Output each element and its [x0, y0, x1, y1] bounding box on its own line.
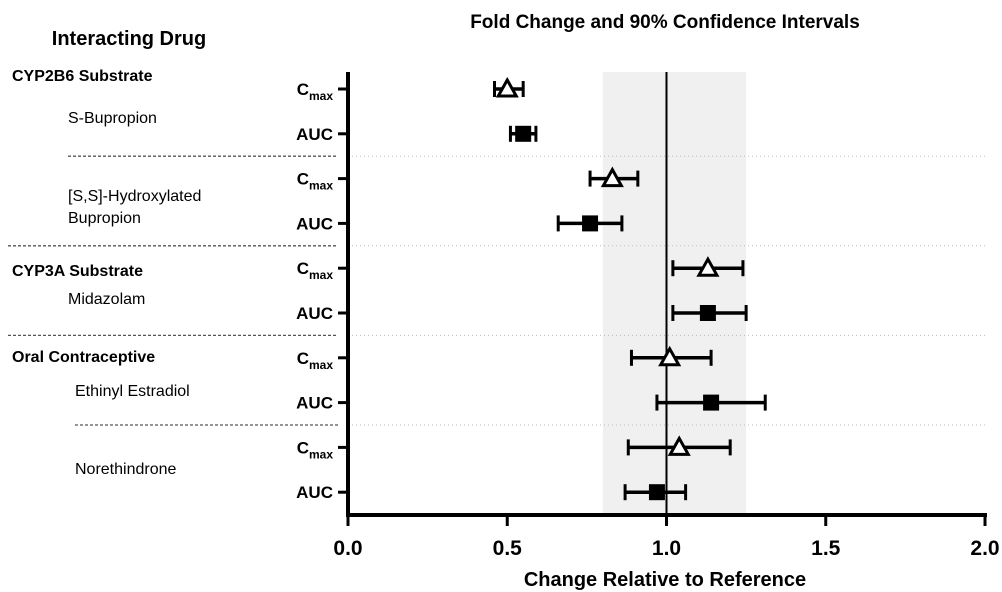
- auc-point: [703, 394, 720, 411]
- cmax-point: [495, 76, 519, 98]
- row-label: Cmax: [297, 170, 334, 193]
- row-label: Cmax: [297, 259, 334, 282]
- row-label: AUC: [296, 214, 333, 233]
- no-effect-band: [602, 72, 747, 515]
- cmax-point: [600, 166, 624, 188]
- x-tick-label: 1.0: [652, 537, 681, 560]
- x-axis-label: Change Relative to Reference: [524, 569, 806, 591]
- drug-label-ethinyl-estradiol: Ethinyl Estradiol: [75, 383, 190, 400]
- x-tick-label: 0.0: [333, 537, 362, 560]
- drug-label-midazolam: Midazolam: [68, 291, 145, 308]
- x-tick-label: 1.5: [811, 537, 841, 560]
- row-label: AUC: [296, 483, 333, 502]
- auc-point: [515, 125, 532, 142]
- row-label: AUC: [296, 394, 333, 413]
- chart-title: Fold Change and 90% Confidence Intervals: [470, 12, 860, 33]
- auc-point: [699, 305, 716, 321]
- x-tick-label: 2.0: [970, 537, 999, 560]
- auc-point: [648, 484, 665, 501]
- auc-point: [582, 215, 599, 232]
- cmax-point: [658, 345, 682, 367]
- x-tick-label: 0.5: [493, 537, 523, 560]
- row-label: Cmax: [297, 80, 334, 103]
- drug-label-hydroxylated-bupropion-line2: Bupropion: [68, 210, 141, 227]
- group-label-oral-contraceptive: Oral Contraceptive: [12, 349, 155, 366]
- drug-label-hydroxylated-bupropion: [S,S]-Hydroxylated: [68, 188, 201, 205]
- cmax-point: [696, 256, 720, 277]
- row-label: AUC: [296, 125, 333, 144]
- left-header: Interacting Drug: [52, 28, 206, 50]
- group-label-cyp2b6: CYP2B6 Substrate: [12, 68, 153, 85]
- group-separators: [8, 155, 338, 426]
- drug-label-s-bupropion: S-Bupropion: [68, 110, 157, 127]
- row-label: Cmax: [297, 349, 334, 372]
- row-label: AUC: [296, 304, 333, 323]
- group-label-cyp3a: CYP3A Substrate: [12, 263, 143, 280]
- row-label: Cmax: [297, 438, 334, 461]
- drug-label-norethindrone: Norethindrone: [75, 461, 177, 478]
- cmax-point: [667, 435, 691, 456]
- data-marks: [493, 76, 767, 501]
